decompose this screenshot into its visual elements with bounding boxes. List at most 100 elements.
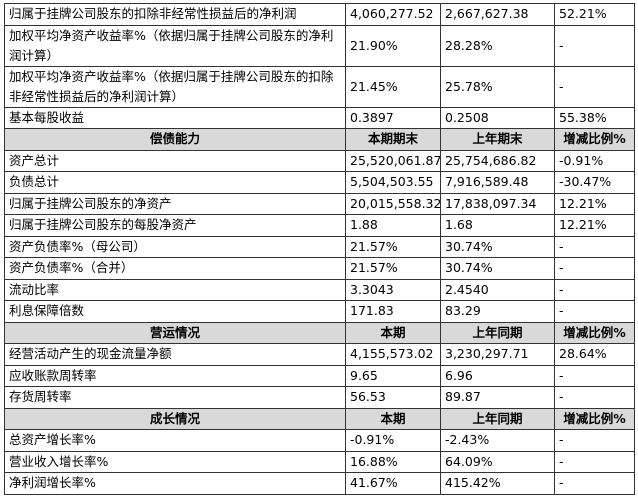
data-row: 归属于挂牌公司股东的每股净资产 1.88 1.68 12.21% — [4, 214, 635, 237]
row-label: 归属于挂牌公司股东的净资产 — [4, 192, 346, 215]
value-cell: 5,504,503.55 — [345, 171, 441, 194]
value-cell: -0.91% — [345, 429, 441, 452]
header-cell: 上年同期 — [440, 321, 555, 344]
value-cell: 21.90% — [345, 24, 441, 67]
row-label: 负债总计 — [4, 171, 346, 194]
row-label: 资产总计 — [4, 149, 346, 172]
value-cell: 52.21% — [554, 3, 635, 26]
table-body: 归属于挂牌公司股东的扣除非经常性损益后的净利润 4,060,277.52 2,667… — [4, 3, 635, 495]
data-row: 加权平均净资产收益率%（依据归属于挂牌公司股东的净利润计算） 21.90% 28.2… — [4, 24, 635, 67]
row-label: 利息保障倍数 — [4, 300, 346, 323]
value-cell: 16.88% — [345, 450, 441, 473]
header-cell: 上年同期 — [440, 407, 555, 430]
header-cell: 营运情况 — [4, 321, 346, 344]
value-cell: 2.4540 — [440, 278, 555, 301]
header-cell: 本期 — [345, 407, 441, 430]
value-cell: 20,015,558.32 — [345, 192, 441, 215]
row-label: 资产负债率%（母公司） — [4, 235, 346, 258]
data-row: 流动比率 3.3043 2.4540- — [4, 278, 635, 301]
data-row: 归属于挂牌公司股东的净资产 20,015,558.32 17,838,097.34 1… — [4, 192, 635, 215]
value-cell: 7,916,589.48 — [440, 171, 555, 194]
data-row: 存货周转率 56.53 89.87- — [4, 386, 635, 409]
row-label: 总资产增长率% — [4, 429, 346, 452]
value-cell: 30.74% — [440, 257, 555, 280]
header-cell: 增减比例% — [554, 128, 635, 151]
data-row: 负债总计 5,504,503.55 7,916,589.48 -30.47% — [4, 171, 635, 194]
value-cell: 0.2508 — [440, 106, 555, 129]
value-cell: 64.09% — [440, 450, 555, 473]
value-cell: -30.47% — [554, 171, 635, 194]
data-row: 总资产增长率% -0.91% -2.43% - — [4, 429, 635, 452]
row-label: 资产负债率%（合并） — [4, 257, 346, 280]
row-label: 归属于挂牌公司股东的每股净资产 — [4, 214, 346, 237]
value-cell: 56.53 — [345, 386, 441, 409]
value-cell: -2.43% — [440, 429, 555, 452]
value-cell: 4,155,573.02 — [345, 343, 441, 366]
data-row: 资产总计 25,520,061.87 25,754,686.82 -0.91% — [4, 149, 635, 172]
row-label: 营业收入增长率% — [4, 450, 346, 473]
value-cell: 1.68 — [440, 214, 555, 237]
data-row: 经营活动产生的现金流量净额 4,155,573.02 3,230,297.71 28.… — [4, 343, 635, 366]
value-cell: - — [554, 278, 635, 301]
data-row: 资产负债率%（合并） 21.57% 30.74% - — [4, 257, 635, 280]
value-cell: 55.38% — [554, 106, 635, 129]
header-cell: 本期 — [345, 321, 441, 344]
row-label: 应收账款周转率 — [4, 364, 346, 387]
header-cell: 偿债能力 — [4, 128, 346, 151]
value-cell: - — [554, 364, 635, 387]
value-cell: 30.74% — [440, 235, 555, 258]
value-cell: 21.57% — [345, 257, 441, 280]
financial-table: 归属于挂牌公司股东的扣除非经常性损益后的净利润 4,060,277.52 2,667… — [4, 3, 635, 495]
section-header-row: 营运情况 本期 上年同期 增减比例% — [4, 321, 635, 344]
value-cell: 17,838,097.34 — [440, 192, 555, 215]
header-cell: 上年期末 — [440, 128, 555, 151]
header-cell: 本期期末 — [345, 128, 441, 151]
value-cell: 83.29 — [440, 300, 555, 323]
value-cell: - — [554, 386, 635, 409]
value-cell: 89.87 — [440, 386, 555, 409]
value-cell: 171.83 — [345, 300, 441, 323]
value-cell: 3,230,297.71 — [440, 343, 555, 366]
value-cell: - — [554, 429, 635, 452]
value-cell: -0.91% — [554, 149, 635, 172]
header-cell: 成长情况 — [4, 407, 346, 430]
value-cell: 25.78% — [440, 65, 555, 108]
value-cell: 415.42% — [440, 472, 555, 495]
row-label: 存货周转率 — [4, 386, 346, 409]
row-label: 经营活动产生的现金流量净额 — [4, 343, 346, 366]
data-row: 净利润增长率% 41.67% 415.42% - — [4, 472, 635, 495]
data-row: 基本每股收益 0.3897 0.2508 55.38% — [4, 106, 635, 129]
section-header-row: 成长情况 本期 上年同期 增减比例% — [4, 407, 635, 430]
data-row: 资产负债率%（母公司） 21.57% 30.74% - — [4, 235, 635, 258]
row-label: 归属于挂牌公司股东的扣除非经常性损益后的净利润 — [4, 3, 346, 26]
row-label: 流动比率 — [4, 278, 346, 301]
value-cell: 12.21% — [554, 192, 635, 215]
data-row: 归属于挂牌公司股东的扣除非经常性损益后的净利润 4,060,277.52 2,667… — [4, 3, 635, 26]
header-cell: 增减比例% — [554, 321, 635, 344]
value-cell: 0.3897 — [345, 106, 441, 129]
value-cell: - — [554, 300, 635, 323]
value-cell: - — [554, 24, 635, 67]
value-cell: 25,520,061.87 — [345, 149, 441, 172]
data-row: 应收账款周转率 9.65 6.96- — [4, 364, 635, 387]
value-cell: 6.96 — [440, 364, 555, 387]
row-label: 加权平均净资产收益率%（依据归属于挂牌公司股东的净利润计算） — [4, 24, 346, 67]
data-row: 加权平均净资产收益率%（依据归属于挂牌公司股东的扣除非经常性损益后的净利润计算）… — [4, 65, 635, 108]
value-cell: 4,060,277.52 — [345, 3, 441, 26]
value-cell: 21.57% — [345, 235, 441, 258]
value-cell: - — [554, 257, 635, 280]
value-cell: 3.3043 — [345, 278, 441, 301]
value-cell: - — [554, 472, 635, 495]
value-cell: 28.28% — [440, 24, 555, 67]
value-cell: - — [554, 235, 635, 258]
value-cell: 25,754,686.82 — [440, 149, 555, 172]
data-row: 营业收入增长率% 16.88% 64.09% - — [4, 450, 635, 473]
value-cell: 41.67% — [345, 472, 441, 495]
value-cell: 12.21% — [554, 214, 635, 237]
section-header-row: 偿债能力 本期期末 上年期末 增减比例% — [4, 128, 635, 151]
value-cell: 21.45% — [345, 65, 441, 108]
value-cell: - — [554, 65, 635, 108]
value-cell: 1.88 — [345, 214, 441, 237]
value-cell: 9.65 — [345, 364, 441, 387]
